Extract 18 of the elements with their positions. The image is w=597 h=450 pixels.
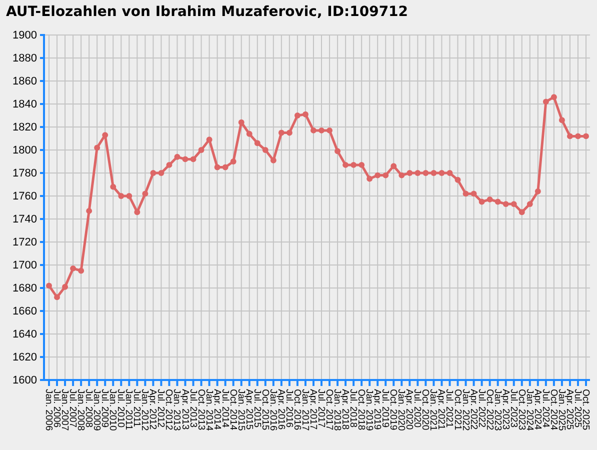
y-tick-label: 1680: [12, 282, 37, 295]
y-tick-label: 1820: [12, 122, 37, 134]
y-tick-label: 1780: [12, 168, 37, 180]
y-tick-label: 1700: [12, 260, 37, 272]
y-tick-label: 1760: [12, 190, 37, 203]
y-tick-label: 1740: [12, 214, 37, 226]
y-tick-label: 1860: [12, 76, 37, 88]
y-tick-label: 1840: [12, 98, 37, 111]
y-tick-label: 1600: [12, 374, 37, 387]
y-tick-label: 1880: [12, 52, 37, 65]
y-tick-label: 1660: [12, 306, 37, 318]
x-tick-label: Jan. 2006: [43, 389, 54, 431]
y-tick-label: 1640: [12, 328, 37, 341]
y-tick-label: 1720: [12, 236, 37, 249]
y-tick-label: 1900: [12, 30, 37, 42]
y-tick-label: 1800: [12, 144, 37, 157]
y-tick-label: 1620: [12, 352, 37, 364]
chart-title: AUT-Elozahlen von Ibrahim Muzaferovic, ID:109712: [6, 4, 408, 20]
